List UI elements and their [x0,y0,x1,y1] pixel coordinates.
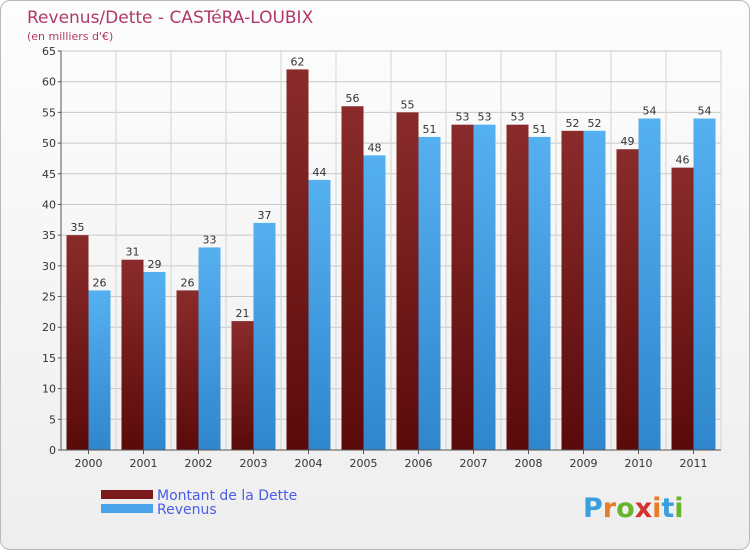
y-tick-label: 50 [42,137,56,150]
chart-title: Revenus/Dette - CASTéRA-LOUBIX [27,8,314,28]
legend-label-dette: Montant de la Dette [157,488,297,504]
bar-revenus [693,118,716,451]
y-tick-label: 40 [42,198,56,211]
gridlines [60,50,722,451]
bar-revenus [638,118,661,451]
bar-revenus [363,155,386,450]
x-tick-label: 2003 [240,457,268,470]
x-tick-label: 2008 [515,457,543,470]
x-tick-label: 2004 [295,457,323,470]
bar-revenus [143,271,166,450]
data-label: 33 [203,233,217,246]
bar-revenus [528,136,551,450]
y-tick-label: 45 [42,168,56,181]
x-tick-label: 2009 [570,457,598,470]
data-label: 51 [423,123,437,136]
data-label: 29 [148,258,162,271]
bar-revenus [473,124,496,451]
bar-dette [231,321,254,450]
legend-label-revenus: Revenus [157,502,217,518]
data-label: 53 [478,111,492,124]
bar-dette [396,112,419,450]
data-label: 55 [401,98,415,111]
bar-dette [66,235,89,450]
x-tick-label: 2007 [460,457,488,470]
y-tick-label: 30 [42,260,56,273]
bars: 35 26 31 29 26 33 21 37 62 44 56 48 55 51 53 53 53 51 52 52… [66,55,716,451]
data-label: 56 [346,92,360,105]
x-tick-label: 2001 [130,457,158,470]
bar-dette [286,69,309,451]
y-tick-label: 20 [42,321,56,334]
y-tick-label: 5 [49,413,56,426]
legend-swatch-revenus [101,504,153,513]
bar-dette [616,149,639,450]
bar-dette [671,167,694,450]
y-tick-label: 25 [42,291,56,304]
x-tick-label: 2002 [185,457,213,470]
data-label: 44 [313,166,327,179]
bar-revenus [253,222,276,450]
data-label: 53 [456,111,470,124]
y-tick-label: 15 [42,352,56,365]
x-axis: 2000 2001 2002 2003 2004 2005 2006 2007 2008 2009… [61,449,721,470]
bar-revenus [418,136,441,450]
x-tick-label: 2010 [625,457,653,470]
legend-swatch-dette [101,490,153,499]
y-tick-label: 55 [42,106,56,119]
bar-dette [121,259,144,450]
data-label: 52 [566,117,580,130]
data-label: 48 [368,141,382,154]
bar-revenus [308,179,331,450]
logo-letter: i [674,493,683,524]
data-label: 46 [676,154,690,167]
y-tick-label: 65 [42,45,56,58]
data-label: 54 [698,105,712,118]
proxiti-logo: Proxiti [583,493,684,524]
logo-letter: r [603,493,617,524]
logo-letter: t [661,493,674,524]
x-tick-label: 2006 [405,457,433,470]
x-tick-label: 2005 [350,457,378,470]
bar-revenus [88,290,111,450]
data-label: 51 [533,123,547,136]
data-label: 52 [588,117,602,130]
bar-revenus [583,130,606,451]
bar-dette [341,106,364,450]
logo-letter: P [583,493,603,524]
data-label: 62 [291,55,305,68]
legend: Montant de la Dette Revenus [101,488,297,518]
bar-dette [451,124,474,451]
bar-dette [506,124,529,451]
data-label: 35 [71,221,85,234]
data-label: 49 [621,135,635,148]
data-label: 31 [126,246,140,259]
logo-letter: o [616,493,635,524]
bar-dette [561,130,584,451]
data-label: 26 [93,276,107,289]
y-tick-label: 0 [49,444,56,457]
data-label: 37 [258,209,272,222]
data-label: 26 [181,276,195,289]
y-tick-label: 35 [42,229,56,242]
data-label: 53 [511,111,525,124]
logo-letter: x [635,493,652,524]
y-tick-label: 10 [42,383,56,396]
y-tick-label: 60 [42,76,56,89]
bar-dette [176,290,199,450]
x-tick-label: 2011 [680,457,708,470]
y-axis: 0 5 10 15 20 25 30 35 40 45 50 55 60 65 [42,45,62,457]
bar-revenus [198,247,221,450]
chart-subtitle: (en milliers d'€) [27,30,113,43]
logo-letter: i [652,493,661,524]
data-label: 54 [643,105,657,118]
data-label: 21 [236,307,250,320]
x-tick-label: 2000 [75,457,103,470]
